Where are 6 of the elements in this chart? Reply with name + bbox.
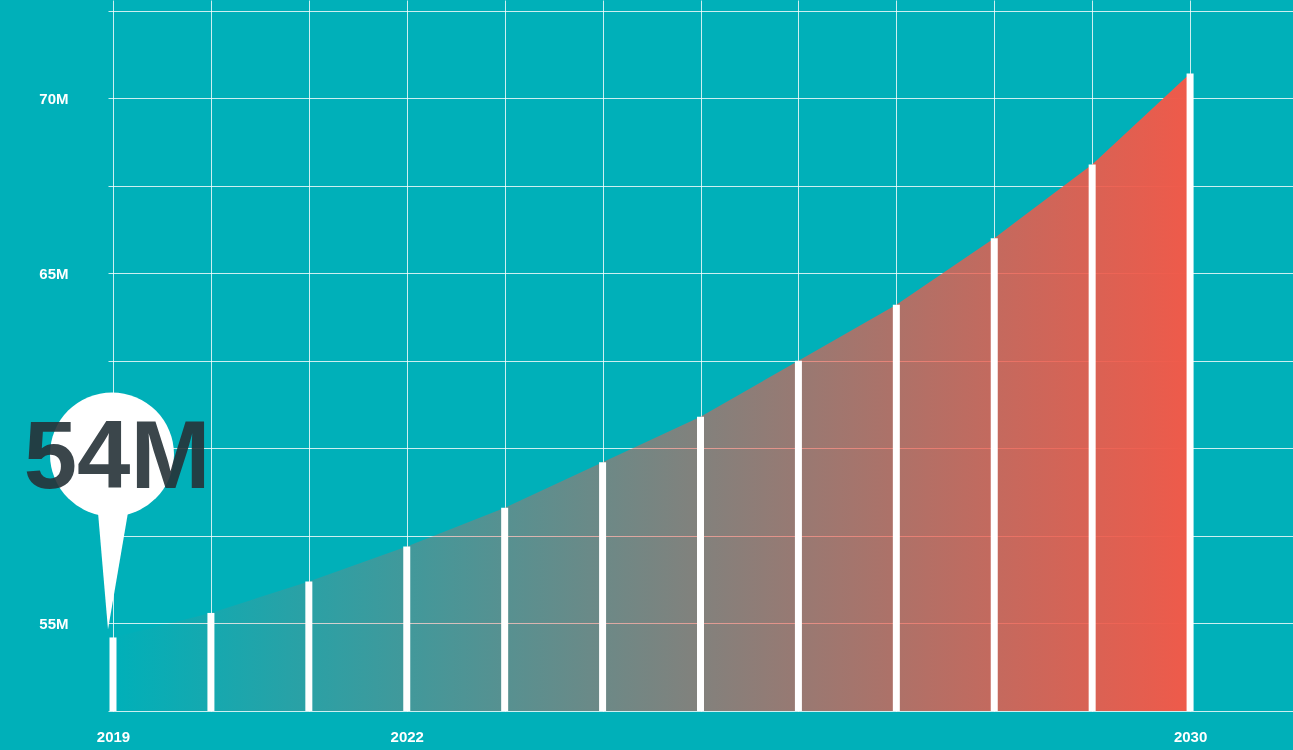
y-tick-label: 65M [39, 264, 69, 282]
y-tick-label: 55M [39, 614, 69, 632]
x-tick-label: 2022 [390, 727, 424, 745]
x-tick-label: 2019 [96, 727, 131, 745]
x-tick-label: 2030 [1173, 727, 1208, 745]
y-tick-label: 70M [39, 89, 69, 107]
